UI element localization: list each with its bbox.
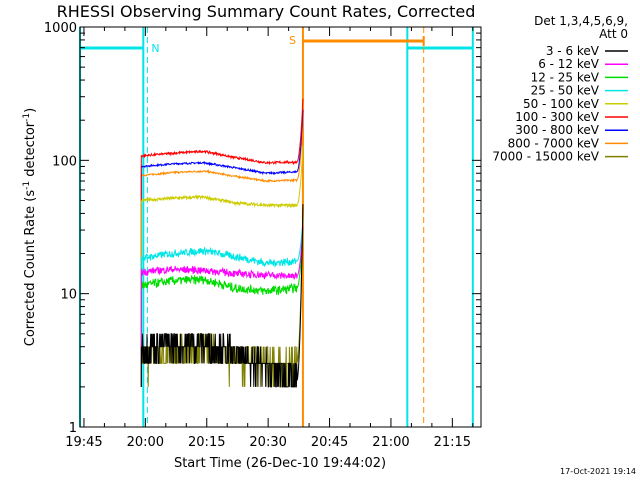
series-line <box>140 219 304 387</box>
legend-entry-label: 800 - 7000 keV <box>508 136 600 150</box>
x-axis: 19:45 20:00 20:15 20:30 20:45 21:00 21:15 <box>65 27 474 450</box>
y-axis-label: Corrected Count Rate (s-1 detector-1) <box>22 108 38 346</box>
x-tick-label: 21:00 <box>372 435 409 450</box>
generation-timestamp: 17-Oct-2021 19:14 <box>560 467 636 476</box>
series-line <box>140 226 304 387</box>
legend-entry-label: 100 - 300 keV <box>515 110 599 124</box>
series-line <box>140 109 304 387</box>
y-tick-label: 1000 <box>44 21 77 36</box>
x-axis-label: Start Time (26-Dec-10 19:44:02) <box>174 456 386 471</box>
plot-frame <box>79 26 482 428</box>
legend-entry-label: 3 - 6 keV <box>546 44 600 58</box>
legend-entry-label: 7000 - 15000 keV <box>492 150 599 164</box>
chart-title: RHESSI Observing Summary Count Rates, Co… <box>57 2 476 21</box>
legend-entry-label: 50 - 100 keV <box>523 97 600 111</box>
legend-entry-label: 25 - 50 keV <box>531 84 600 98</box>
series-line <box>140 230 304 387</box>
x-tick-label: 20:00 <box>127 435 164 450</box>
series-line <box>140 204 304 388</box>
x-tick-label: 21:15 <box>434 435 471 450</box>
series-layer <box>140 98 304 388</box>
x-tick-label: 20:45 <box>311 435 348 450</box>
y-tick-label: 100 <box>52 154 77 169</box>
legend-entry-label: 12 - 25 keV <box>531 70 600 84</box>
x-tick-label: 20:30 <box>249 435 286 450</box>
x-tick-label: 19:45 <box>65 435 102 450</box>
legend-header-attenuator: Att 0 <box>599 27 628 41</box>
series-line <box>140 145 304 387</box>
legend-header-detectors: Det 1,3,4,5,6,9, <box>534 14 628 28</box>
y-tick-label: 1 <box>69 421 77 436</box>
night-marker-label: N <box>151 42 159 55</box>
series-line <box>140 98 304 387</box>
legend-entry-label: 300 - 800 keV <box>515 123 599 137</box>
saa-marker-label: S <box>289 34 296 47</box>
y-tick-label: 10 <box>60 288 77 303</box>
legend-entry-label: 6 - 12 keV <box>538 57 600 71</box>
x-tick-label: 20:15 <box>188 435 225 450</box>
series-line <box>140 120 304 387</box>
y-axis: 1 10 100 1000 <box>44 21 481 436</box>
